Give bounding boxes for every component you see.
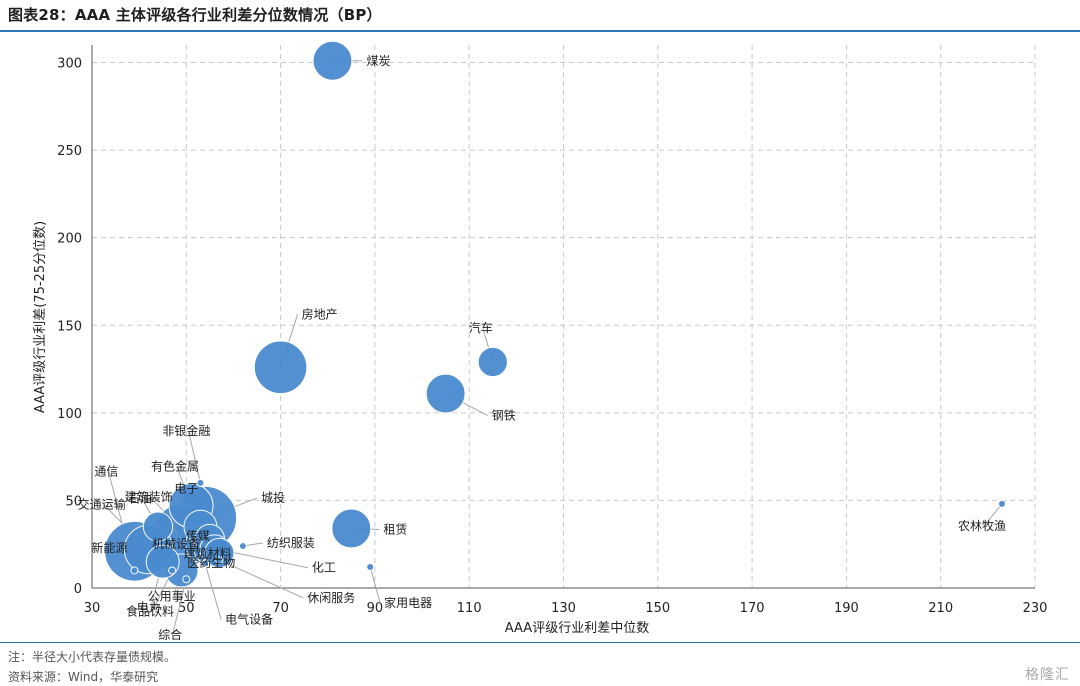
bubble-point [182, 575, 191, 584]
point-label: 农林牧渔 [958, 519, 1006, 533]
point-label: 公用事业 [148, 589, 196, 603]
y-tick-label: 150 [57, 319, 82, 334]
bubbles [104, 40, 1006, 588]
scatter-chart: 30 50 70 90 110 130 150 170 190 210 230 0 50 100 150 20… [33, 40, 1047, 640]
x-axis-title: AAA评级行业利差中位数 [505, 621, 649, 636]
bubble-point [130, 566, 139, 575]
leader-line [187, 430, 201, 484]
bubble-point [312, 40, 353, 81]
bubble-point [238, 541, 247, 550]
chart-title: 图表28：AAA 主体评级各行业利差分位数情况（BP） [8, 6, 382, 24]
x-tick-label: 150 [645, 601, 670, 616]
x-tick-label: 50 [178, 601, 195, 616]
point-label: 电子 [174, 482, 198, 496]
y-tick-label: 50 [65, 494, 82, 509]
leader-line [204, 563, 222, 620]
x-tick-label: 110 [457, 601, 482, 616]
point-label: 纺织服装 [267, 536, 315, 550]
point-label: 食品饮料 [126, 603, 174, 618]
point-label: 钢铁 [492, 409, 516, 423]
point-label: 医药生物 [187, 556, 235, 570]
point-label: 租赁 [383, 522, 407, 536]
point-label: 新能源 [91, 540, 127, 555]
point-label: 建筑材料 [184, 545, 232, 560]
bubble-point [997, 499, 1006, 508]
leader-line [219, 559, 304, 599]
point-label: 城投 [261, 490, 285, 505]
bubble-point [196, 478, 205, 487]
point-label: 通信 [94, 464, 118, 478]
x-tick-label: 230 [1023, 601, 1048, 616]
point-label: 综合 [158, 627, 182, 640]
footnote: 注：半径大小代表存量债规模。 [8, 650, 177, 664]
bubble-point [215, 555, 224, 564]
axes [91, 45, 1035, 589]
bubble-point [366, 562, 375, 571]
bubble-point [253, 340, 308, 395]
source-note: 资料来源：Wind，华泰研究 [8, 670, 159, 684]
point-label: 建筑装饰 [125, 489, 173, 504]
point-label: 机械设备 [152, 536, 200, 551]
bubble-point [142, 511, 174, 542]
point-label: 非银金融 [162, 423, 210, 438]
x-tick-label: 170 [740, 601, 765, 616]
point-label: 家用电器 [384, 595, 432, 610]
tick-labels: 30 50 70 90 110 130 150 170 190 210 230 0 50 100 150 20… [57, 57, 1047, 616]
y-tick-label: 100 [57, 407, 82, 422]
bubble-point [201, 559, 210, 568]
watermark-logo: 格隆汇 [1025, 667, 1070, 683]
point-label: 汽车 [469, 320, 493, 335]
x-tick-label: 210 [928, 601, 953, 616]
y-axis-title: AAA评级行业利差(75-25分位数) [33, 221, 48, 413]
bubble-point [168, 566, 177, 575]
x-tick-label: 30 [84, 601, 101, 616]
title-rule [0, 30, 1080, 32]
x-tick-label: 190 [834, 601, 859, 616]
leader-line [369, 566, 381, 604]
bubble-point [477, 346, 508, 378]
point-label: 电力 [137, 601, 161, 615]
footer-rule [0, 642, 1080, 643]
x-tick-label: 130 [551, 601, 576, 616]
leader-line [983, 503, 1003, 527]
point-label: 传媒 [186, 528, 210, 543]
leader-line [171, 579, 187, 636]
point-label: 化工 [312, 561, 336, 575]
bubble-point [204, 537, 235, 569]
x-tick-label: 90 [367, 601, 384, 616]
x-tick-label: 70 [272, 601, 289, 616]
y-tick-label: 300 [57, 57, 82, 72]
bubble-point [331, 508, 372, 549]
point-label: 煤炭 [366, 54, 390, 68]
point-label: 有色金属 [151, 459, 199, 474]
grid-lines [92, 45, 1036, 588]
point-label: 房地产 [302, 306, 338, 321]
point-label: 交通运输 [78, 496, 126, 511]
leader-lines [103, 60, 1003, 636]
point-label: 休闲服务 [307, 590, 355, 605]
y-tick-label: 0 [74, 582, 82, 597]
point-label: 石油 [128, 492, 152, 506]
point-label: 电气设备 [225, 611, 273, 626]
y-tick-label: 250 [57, 144, 82, 159]
bubble-point [425, 373, 466, 414]
y-tick-label: 200 [57, 232, 82, 247]
